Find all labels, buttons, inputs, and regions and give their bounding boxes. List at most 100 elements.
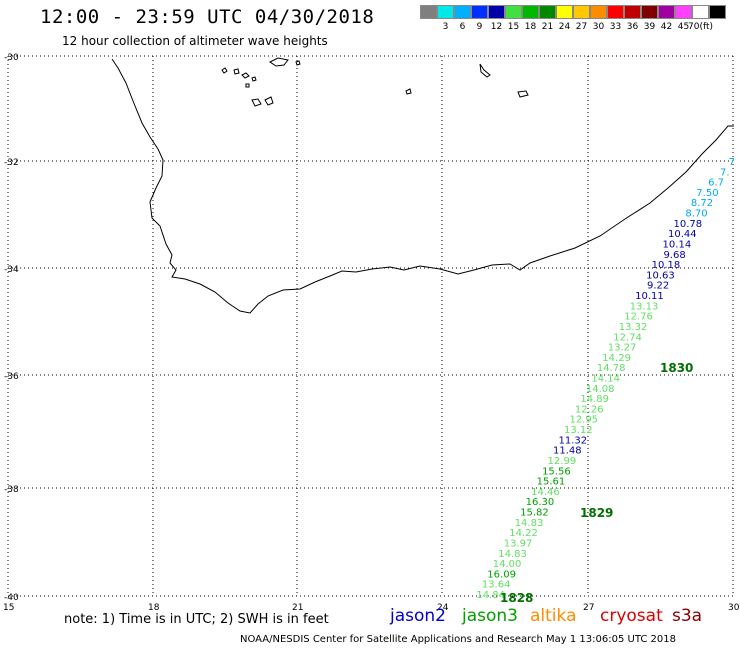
wave-height-value: 13.64: [482, 580, 511, 591]
wave-height-value: 16.30: [526, 497, 555, 508]
legend-color: [641, 5, 658, 19]
wave-height-value: 14.46: [531, 487, 560, 498]
legend-label: 21: [541, 22, 554, 32]
legend-color: [522, 5, 539, 19]
wave-height-value: 14.83: [498, 549, 527, 560]
wave-height-value: 16.09: [487, 569, 516, 580]
legend-color: [437, 5, 454, 19]
legend-color: [471, 5, 488, 19]
legend-swatch: 27: [573, 5, 590, 32]
wave-height-value: 14.08: [586, 384, 615, 395]
wave-height-value: 15.61: [537, 477, 566, 488]
wave-height-value: 9.22: [647, 281, 669, 292]
legend-label: 27: [575, 22, 588, 32]
legend-swatch: 24: [556, 5, 573, 32]
wave-height-value: 13.12: [564, 425, 593, 436]
wave-height-value: 11.32: [559, 435, 588, 446]
wave-height-value: 10.78: [674, 219, 703, 230]
legend-swatch: 15: [505, 5, 522, 32]
wave-height-value: 7: [729, 157, 735, 168]
island-cluster: [221, 57, 529, 107]
legend-label: 24: [558, 22, 571, 32]
wave-height-value: 10.44: [668, 229, 697, 240]
legend-swatch: 3: [437, 5, 454, 32]
pass-time-label: 1829: [580, 506, 613, 520]
latitude-label: -34: [4, 265, 19, 275]
wave-height-value: 10.18: [652, 260, 681, 271]
wave-height-value: 11.48: [553, 446, 582, 457]
legend-label: 42: [660, 22, 673, 32]
wave-height-value: 13.13: [630, 301, 659, 312]
wave-height-value: 10.14: [663, 239, 692, 250]
wave-height-value: 6.7: [708, 178, 724, 189]
wave-height-value: 14.89: [580, 394, 609, 405]
wave-height-value: 8.72: [691, 198, 713, 209]
legend-label: 30: [592, 22, 605, 32]
wave-height-value: 15.56: [542, 466, 571, 477]
wave-height-value: 8.70: [685, 209, 707, 220]
longitude-label: 27: [583, 603, 594, 613]
legend-swatch: 21: [539, 5, 556, 32]
latitude-label: -36: [4, 372, 19, 382]
satellite-jason3: jason3: [462, 606, 518, 626]
legend-swatch: [709, 5, 726, 32]
legend-label: 70(ft): [688, 22, 714, 32]
legend-label: 3: [442, 22, 449, 32]
satellite-s3a: s3a: [672, 606, 703, 626]
wave-height-value: 12.74: [613, 332, 642, 343]
time-labels: 1830 1829 1828: [500, 361, 693, 605]
legend-swatch: 33: [607, 5, 624, 32]
legend-color: [692, 5, 709, 19]
legend-swatch: 18: [522, 5, 539, 32]
longitude-label: 18: [148, 603, 160, 613]
legend-label: 39: [643, 22, 656, 32]
legend-color: [590, 5, 607, 19]
wave-height-value: 14.84: [476, 590, 505, 601]
legend-color: [488, 5, 505, 19]
legend-label: 45: [677, 22, 690, 32]
page-title: 12:00 - 23:59 UTC 04/30/2018: [40, 6, 375, 28]
legend-label: 9: [476, 22, 483, 32]
satellite-cryosat: cryosat: [600, 606, 663, 626]
credit-line: NOAA/NESDIS Center for Satellite Applica…: [240, 634, 676, 645]
legend-color: [573, 5, 590, 19]
wave-height-value: 14.00: [493, 559, 522, 570]
wave-height-value: 14.22: [509, 528, 538, 539]
longitude-label: 21: [292, 603, 303, 613]
legend-swatch: 30: [590, 5, 607, 32]
legend-swatch: 12: [488, 5, 505, 32]
pass-time-label: 1830: [660, 361, 693, 375]
wave-height-value: 12.99: [548, 456, 577, 467]
legend-label: 33: [609, 22, 622, 32]
legend-label: 6: [459, 22, 466, 32]
wave-height-value: 12.76: [624, 312, 653, 323]
wave-height-value: 10.11: [635, 291, 664, 302]
legend-label: 15: [507, 22, 520, 32]
satellite-altika: altika: [530, 606, 577, 626]
altimeter-track: 77.6.77.508.728.7010.7810.4410.149.6810.…: [476, 157, 735, 601]
latitude-label: -32: [4, 158, 19, 168]
color-legend: 3 6 9 12 15 18 21 24 27 30 33 36 39 42 45 70(ft): [420, 5, 726, 32]
legend-color: [624, 5, 641, 19]
legend-swatch: 6: [454, 5, 471, 32]
wave-height-value: 14.83: [515, 518, 544, 529]
wave-height-value: 13.27: [608, 343, 637, 354]
wave-height-value: 10.63: [646, 270, 675, 281]
legend-label: 12: [490, 22, 503, 32]
longitude-label: 30: [728, 603, 740, 613]
wave-height-value: 12.26: [575, 404, 604, 415]
page-subtitle: 12 hour collection of altimeter wave hei…: [62, 34, 328, 48]
legend-color: [675, 5, 692, 19]
legend-color: [505, 5, 522, 19]
wave-height-value: 7.50: [696, 188, 718, 199]
legend-color: [539, 5, 556, 19]
legend-color: [658, 5, 675, 19]
wave-height-value: 13.97: [504, 538, 533, 549]
legend-label: 36: [626, 22, 639, 32]
legend-swatch: 45: [675, 5, 692, 32]
legend-color: [556, 5, 573, 19]
footnote: note: 1) Time is in UTC; 2) SWH is in fe…: [64, 612, 329, 627]
satellite-jason2: jason2: [390, 606, 446, 626]
wave-height-value: 7.: [720, 167, 730, 178]
